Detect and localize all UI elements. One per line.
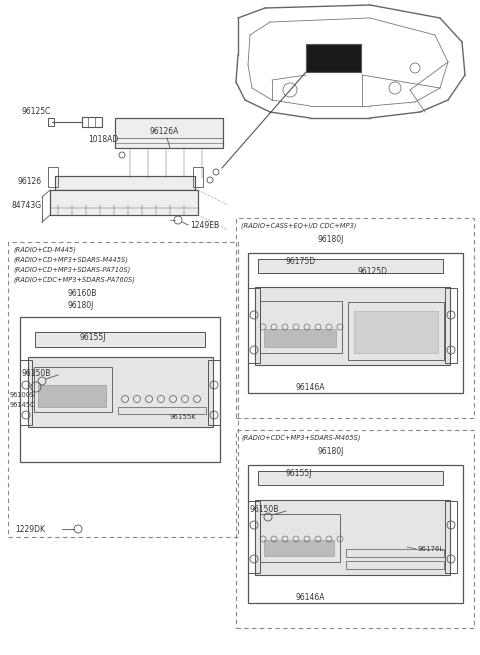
Bar <box>260 301 342 353</box>
Bar <box>20 360 32 425</box>
Bar <box>346 561 444 569</box>
Bar <box>248 465 463 603</box>
Text: 96150B: 96150B <box>249 504 278 514</box>
Bar <box>28 357 213 427</box>
Bar <box>82 117 102 127</box>
Text: 1249EB: 1249EB <box>190 221 219 229</box>
Text: 96125C: 96125C <box>22 107 51 117</box>
Bar <box>264 329 336 347</box>
Text: 96100S: 96100S <box>10 392 35 398</box>
Bar <box>34 367 112 412</box>
Text: 96180J: 96180J <box>318 447 344 457</box>
Text: 84743G: 84743G <box>12 200 42 210</box>
Text: 96145C: 96145C <box>10 402 36 408</box>
Text: (RADIO+CASS+EQ+I/D CDC+MP3): (RADIO+CASS+EQ+I/D CDC+MP3) <box>241 223 356 229</box>
Text: 96126: 96126 <box>18 178 42 187</box>
Bar <box>118 407 206 414</box>
Bar <box>115 118 223 148</box>
Bar <box>48 118 54 126</box>
Bar <box>255 500 450 575</box>
Bar <box>50 190 198 215</box>
Bar <box>258 259 443 273</box>
Bar <box>248 253 463 393</box>
Bar <box>354 311 438 353</box>
Text: 96155J: 96155J <box>285 468 312 477</box>
Bar <box>193 167 203 187</box>
Text: (RADIO+CDC+MP3+SDARS-PA760S): (RADIO+CDC+MP3+SDARS-PA760S) <box>13 277 135 283</box>
Bar <box>48 167 58 187</box>
Bar <box>208 360 220 425</box>
Bar <box>8 242 238 537</box>
Text: 1229DK: 1229DK <box>15 525 45 534</box>
Bar <box>306 44 361 72</box>
Text: 96126A: 96126A <box>150 128 180 136</box>
Text: 96180J: 96180J <box>68 301 95 310</box>
Text: 1018AD: 1018AD <box>88 136 118 145</box>
Bar <box>115 118 223 148</box>
Text: (RADIO+CD-M445): (RADIO+CD-M445) <box>13 247 76 253</box>
Bar <box>35 332 205 347</box>
Bar <box>55 176 195 190</box>
Bar <box>55 176 195 190</box>
Text: 96150B: 96150B <box>22 369 51 377</box>
Text: 96146A: 96146A <box>295 593 324 603</box>
Text: 96175D: 96175D <box>285 257 315 265</box>
Text: 96180J: 96180J <box>318 236 344 244</box>
Text: 96125D: 96125D <box>358 267 388 276</box>
Bar <box>346 549 444 557</box>
Bar <box>248 501 260 573</box>
Text: 96155J: 96155J <box>80 333 107 341</box>
Bar <box>236 430 474 628</box>
Text: (RADIO+CD+MP3+SDARS-PA710S): (RADIO+CD+MP3+SDARS-PA710S) <box>13 267 130 273</box>
Bar <box>258 471 443 485</box>
Bar <box>38 385 106 407</box>
Text: 96155K: 96155K <box>170 414 197 420</box>
Bar <box>348 302 444 360</box>
Bar <box>236 218 474 418</box>
Text: 96176L: 96176L <box>418 546 444 552</box>
Bar <box>255 287 450 365</box>
Text: 96160B: 96160B <box>68 290 97 299</box>
Bar <box>445 501 457 573</box>
Text: 96146A: 96146A <box>295 383 324 392</box>
Text: (RADIO+CD+MP3+SDARS-M445S): (RADIO+CD+MP3+SDARS-M445S) <box>13 257 128 263</box>
Bar <box>20 317 220 462</box>
Bar <box>50 190 198 215</box>
Bar <box>264 540 334 556</box>
Bar <box>445 288 457 363</box>
Text: (RADIO+CDC+MP3+SDARS-M465S): (RADIO+CDC+MP3+SDARS-M465S) <box>241 435 360 441</box>
Bar <box>260 514 340 562</box>
Bar <box>248 288 260 363</box>
